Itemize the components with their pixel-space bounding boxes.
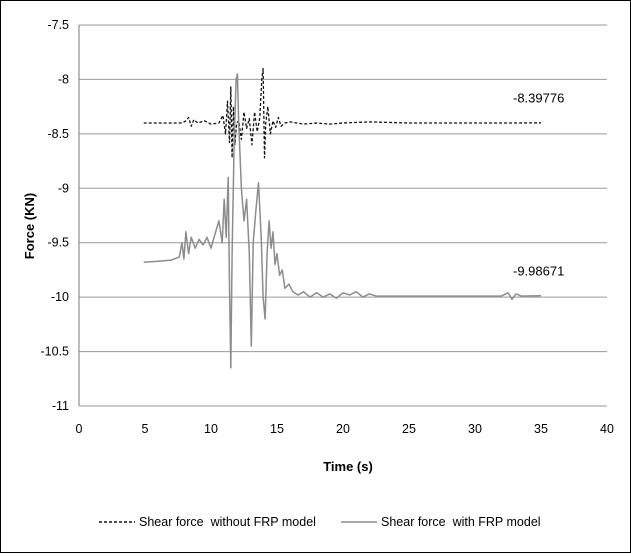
series-line-1 (143, 73, 542, 369)
tick-labels: -7.5 -8 -8.5 -9 -9.5 -10 -10.5 -11 0 5 10 15 20 25 30 3… (41, 18, 614, 436)
y-tick-label: -8 (58, 72, 69, 86)
annotations: -8.39776 -9.98671 (513, 91, 564, 279)
x-tick-label: 15 (270, 422, 284, 436)
y-tick-label: -10.5 (41, 345, 70, 359)
annotation-label: -8.39776 (513, 91, 564, 106)
grid-lines (79, 24, 607, 407)
y-tick-label: -11 (52, 399, 69, 413)
annotation-label: -9.98671 (513, 264, 564, 279)
y-tick-label: -9.5 (47, 236, 69, 250)
y-tick-label: -7.5 (47, 18, 69, 32)
x-tick-label: 20 (336, 422, 350, 436)
x-axis-title: Time (s) (323, 459, 373, 474)
series-group (143, 67, 542, 369)
y-tick-label: -10 (51, 290, 69, 304)
y-tick-label: -9 (58, 181, 69, 195)
x-tick-label: 35 (534, 422, 548, 436)
x-tick-label: 25 (402, 422, 416, 436)
legend-label-without-frp: Shear force without FRP model (139, 515, 316, 529)
x-tick-label: 30 (468, 422, 482, 436)
x-tick-label: 5 (142, 422, 149, 436)
legend-label-with-frp: Shear force with FRP model (381, 515, 541, 529)
x-tick-label: 40 (600, 422, 614, 436)
x-tick-label: 0 (76, 422, 83, 436)
series-line-0 (143, 67, 542, 159)
y-tick-label: -8.5 (47, 127, 69, 141)
legend: Shear force without FRP model Shear forc… (99, 515, 541, 529)
x-tick-label: 10 (204, 422, 218, 436)
y-axis-title: Force (KN) (22, 193, 37, 259)
